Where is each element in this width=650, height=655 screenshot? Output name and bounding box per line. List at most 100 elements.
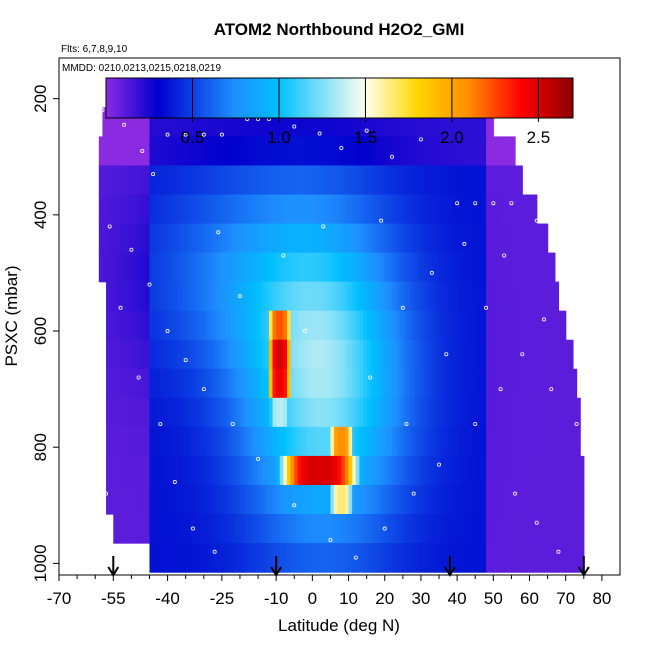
heatmap-cell xyxy=(525,455,531,486)
sample-point xyxy=(140,148,145,153)
heatmap-cell xyxy=(102,107,107,138)
heatmap-cell xyxy=(370,252,375,283)
heatmap-cell xyxy=(355,455,361,486)
heatmap-cell xyxy=(391,426,397,457)
heatmap-cell xyxy=(551,426,556,457)
heatmap-cell xyxy=(124,455,129,486)
heatmap-cell xyxy=(431,339,437,370)
heatmap-cell xyxy=(352,194,357,225)
heatmap-cell xyxy=(515,514,520,544)
heatmap-cell xyxy=(116,223,122,254)
heatmap-cell xyxy=(402,165,408,196)
heatmap-cell xyxy=(185,194,190,225)
heatmap-cell xyxy=(211,223,216,254)
heatmap-cell xyxy=(402,194,408,225)
heatmap-cell xyxy=(142,426,147,457)
heatmap-cell xyxy=(569,455,574,486)
heatmap-cell xyxy=(515,397,520,428)
heatmap-cell xyxy=(471,514,476,544)
heatmap-cell xyxy=(294,107,299,138)
sample-point xyxy=(190,526,195,531)
heatmap-cell xyxy=(359,339,364,370)
heatmap-cell xyxy=(377,543,382,573)
heatmap-cell xyxy=(106,107,111,138)
heatmap-cell xyxy=(558,339,563,370)
heatmap-cell xyxy=(464,165,469,196)
heatmap-cell xyxy=(489,136,494,167)
heatmap-cell xyxy=(174,543,180,573)
heatmap-cell xyxy=(344,165,350,196)
heatmap-cell xyxy=(388,455,393,486)
heatmap-cell xyxy=(178,107,183,138)
heatmap-cell xyxy=(326,543,332,573)
heatmap-cell xyxy=(381,281,386,312)
heatmap-cell xyxy=(551,484,556,515)
heatmap-cell xyxy=(431,397,437,428)
heatmap-cell xyxy=(315,368,321,399)
heatmap-cell xyxy=(460,252,465,283)
heatmap-cell xyxy=(124,339,129,370)
heatmap-cell xyxy=(153,484,158,515)
heatmap-cell xyxy=(518,426,523,457)
heatmap-cell xyxy=(453,426,458,457)
heatmap-cell xyxy=(301,543,306,573)
heatmap-cell xyxy=(344,455,350,486)
heatmap-cell xyxy=(511,368,516,399)
heatmap-cell xyxy=(236,455,241,486)
heatmap-cell xyxy=(301,223,306,254)
heatmap-cell xyxy=(247,165,252,196)
heatmap-cell xyxy=(348,165,353,196)
heatmap-cell xyxy=(171,368,176,399)
heatmap-cell xyxy=(232,252,237,283)
heatmap-cell xyxy=(410,397,415,428)
heatmap-cell xyxy=(261,543,266,573)
heatmap-cell xyxy=(305,543,310,573)
heatmap-cell xyxy=(247,514,252,544)
heatmap-cell xyxy=(326,484,332,515)
heatmap-cell xyxy=(225,223,230,254)
heatmap-cell xyxy=(319,339,324,370)
heatmap-cell xyxy=(167,136,172,167)
heatmap-cell xyxy=(135,252,140,283)
heatmap-cell xyxy=(142,310,147,341)
heatmap-cell xyxy=(142,484,147,515)
heatmap-cell xyxy=(214,368,219,399)
heatmap-cell xyxy=(366,514,371,544)
heatmap-cell xyxy=(265,368,270,399)
heatmap-cell xyxy=(478,339,484,370)
heatmap-cell xyxy=(203,107,208,138)
heatmap-cell xyxy=(399,136,404,167)
heatmap-cell xyxy=(258,426,263,457)
heatmap-cell xyxy=(453,136,458,167)
heatmap-cell xyxy=(261,397,266,428)
heatmap-cell xyxy=(522,281,527,312)
heatmap-cell xyxy=(268,136,274,167)
heatmap-cell xyxy=(363,484,368,515)
heatmap-cell xyxy=(413,368,418,399)
heatmap-cell xyxy=(435,368,440,399)
heatmap-cell xyxy=(160,194,165,225)
heatmap-cell xyxy=(308,368,313,399)
heatmap-cell xyxy=(279,281,284,312)
heatmap-cell xyxy=(504,368,509,399)
heatmap-cell xyxy=(348,514,353,544)
heatmap-cell xyxy=(308,514,313,544)
heatmap-cell xyxy=(442,484,447,515)
heatmap-cell xyxy=(348,223,353,254)
heatmap-cell xyxy=(145,310,151,341)
heatmap-cell xyxy=(359,368,364,399)
heatmap-cell xyxy=(413,194,418,225)
heatmap-cell xyxy=(334,223,339,254)
heatmap-cell xyxy=(127,310,132,341)
heatmap-cell xyxy=(185,310,190,341)
heatmap-cell xyxy=(442,455,447,486)
heatmap-cell xyxy=(131,107,136,138)
heatmap-cell xyxy=(268,310,274,341)
heatmap-cell xyxy=(116,455,122,486)
heatmap-cell xyxy=(276,397,281,428)
heatmap-cell xyxy=(341,484,346,515)
heatmap-cell xyxy=(536,310,541,341)
colorbar-tick-label: 2.0 xyxy=(440,128,464,147)
heatmap-cell xyxy=(200,281,205,312)
heatmap-cell xyxy=(171,455,176,486)
